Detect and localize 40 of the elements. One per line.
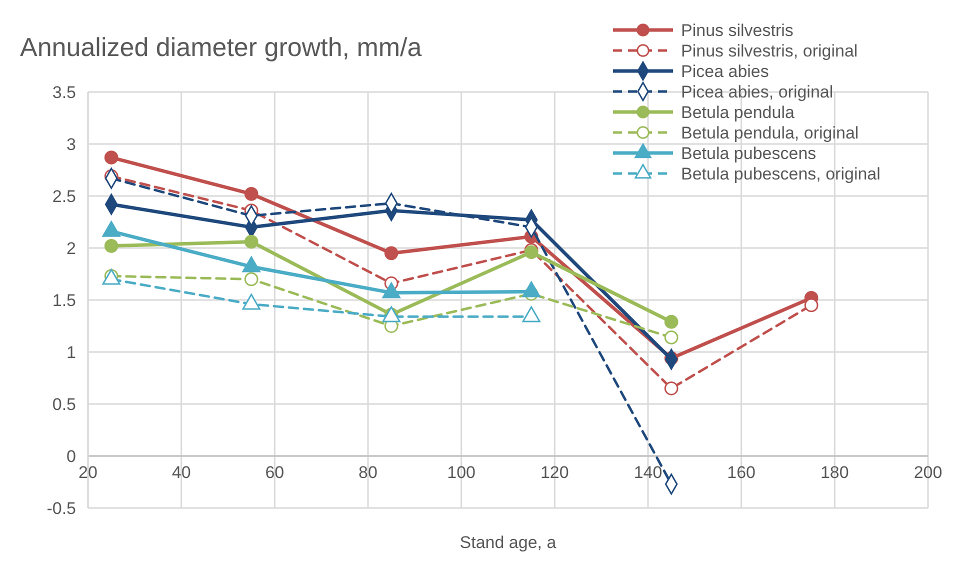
point bbox=[244, 187, 258, 201]
y-tick-label: 2.5 bbox=[52, 187, 76, 206]
point bbox=[244, 234, 258, 249]
x-tick-label: 200 bbox=[914, 463, 942, 482]
legend-label: Betula pendula bbox=[681, 103, 795, 122]
y-tick-label: 1 bbox=[66, 343, 76, 362]
x-axis-title: Stand age, a bbox=[460, 533, 557, 552]
legend-label: Betula pendula, original bbox=[681, 124, 859, 142]
legend-label: Picea abies bbox=[681, 62, 769, 81]
legend-label: Picea abies, original bbox=[681, 82, 834, 102]
legend-label: Pinus silvestris, original bbox=[681, 42, 858, 60]
x-tick-label: 20 bbox=[78, 463, 98, 482]
x-tick-label: 100 bbox=[447, 463, 476, 482]
point bbox=[524, 245, 538, 260]
chart-title: Annualized diameter growth, mm/a bbox=[20, 32, 422, 62]
y-tick-label: 0.5 bbox=[52, 395, 76, 414]
y-tick-label: 3 bbox=[66, 135, 76, 154]
point bbox=[104, 239, 118, 253]
x-tick-label: 120 bbox=[540, 463, 569, 482]
x-tick-label: 140 bbox=[634, 463, 662, 482]
x-tick-label: 80 bbox=[358, 463, 378, 482]
legend-label: Betula pubescens bbox=[681, 144, 816, 163]
y-tick-label: 0 bbox=[66, 447, 76, 466]
point bbox=[804, 298, 818, 312]
y-tick-label: 3.5 bbox=[52, 83, 76, 102]
x-tick-label: 60 bbox=[265, 463, 284, 482]
point bbox=[664, 330, 678, 344]
y-tick-label: -0.5 bbox=[46, 499, 76, 518]
point bbox=[664, 381, 678, 396]
x-tick-label: 180 bbox=[820, 463, 849, 482]
point bbox=[244, 272, 258, 286]
x-tick-label: 160 bbox=[727, 463, 756, 482]
point bbox=[384, 246, 398, 260]
legend-label: Pinus silvestris bbox=[681, 21, 794, 40]
point bbox=[664, 314, 678, 329]
legend-label: Betula pubescens, original bbox=[681, 164, 880, 184]
y-tick-label: 1.5 bbox=[52, 291, 76, 310]
x-tick-label: 40 bbox=[172, 463, 191, 482]
y-tick-label: 2 bbox=[66, 239, 76, 258]
point bbox=[104, 150, 118, 164]
